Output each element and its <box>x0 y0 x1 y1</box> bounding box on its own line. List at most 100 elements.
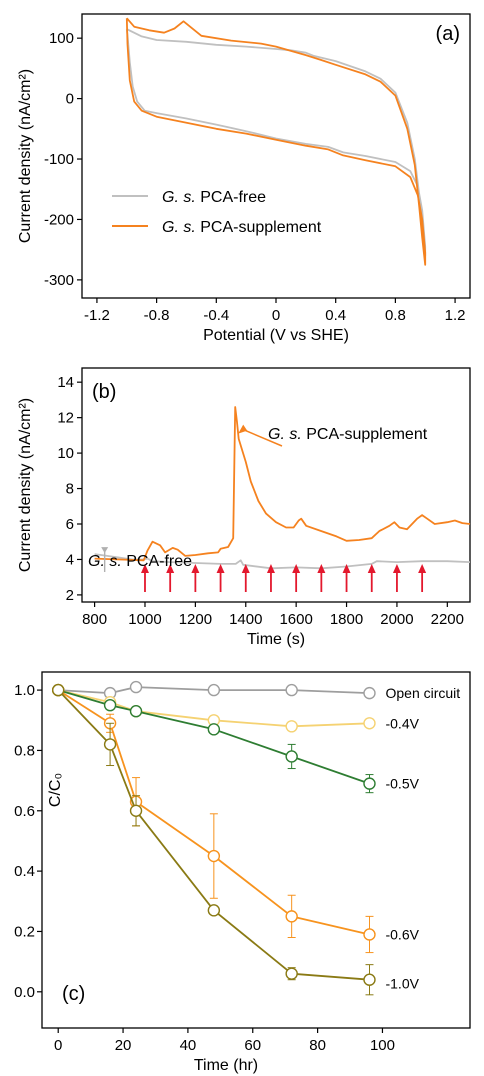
series-label: G. s. PCA-free <box>162 189 266 206</box>
data-point <box>129 804 143 817</box>
data-point <box>363 973 376 986</box>
series-label: Open circuit <box>385 685 460 701</box>
injection-arrows <box>140 564 427 592</box>
x-tick-label: 1600 <box>279 611 312 628</box>
panel-label: (c) <box>62 983 85 1005</box>
injection-arrow-head <box>216 564 225 573</box>
x-tick-label: 1000 <box>128 611 161 628</box>
data-point <box>207 849 221 863</box>
series-2: -0.5V <box>52 683 420 794</box>
injection-arrow-head <box>342 564 351 573</box>
x-tick-label: 0 <box>54 1037 62 1054</box>
x-tick-label: 1400 <box>229 611 262 628</box>
x-tick-label: 1200 <box>179 611 212 628</box>
y-axis-title: Current density (nA/cm²) <box>17 69 34 243</box>
panel-label: (a) <box>436 23 460 45</box>
series-label: G. s. PCA-supplement <box>268 426 428 443</box>
y-tick-label: 0.0 <box>14 984 35 1001</box>
x-tick-label: 1.2 <box>445 307 466 324</box>
x-tick-label: 1800 <box>330 611 363 628</box>
x-axis-title: Time (s) <box>247 631 305 648</box>
series-line <box>58 686 370 694</box>
legend: G. s. PCA-free G. s. PCA-supplement <box>112 189 322 236</box>
injection-arrow-head <box>392 564 401 573</box>
x-tick-label: 40 <box>180 1037 197 1054</box>
x-tick-label: 100 <box>370 1037 395 1054</box>
annotation-arrow-head <box>101 547 109 554</box>
data-point <box>363 928 376 941</box>
trace-1 <box>94 406 471 562</box>
x-tick-label: -0.4 <box>203 307 229 324</box>
plot-frame <box>41 671 471 1029</box>
y-tick-label: 6 <box>66 516 74 533</box>
y-tick-label: 100 <box>49 30 74 47</box>
injection-arrow-head <box>140 564 149 573</box>
annotation-arrow-head <box>238 424 248 434</box>
x-tick-label: 80 <box>309 1037 326 1054</box>
x-axis-title: Time (hr) <box>194 1057 258 1074</box>
annotation-arrow <box>242 428 283 447</box>
y-tick-label: -300 <box>44 272 74 289</box>
panel-1: 800 1000 1200 1400 1600 1800 2000 2200 2 4 6 8 10 12 1… <box>17 367 471 648</box>
data-point <box>285 720 298 733</box>
y-tick-label: 14 <box>57 374 74 391</box>
data-point <box>129 680 143 694</box>
data-point <box>285 750 298 763</box>
cv-curve-1 <box>125 17 427 266</box>
series-label: G. s. PCA-supplement <box>162 219 322 236</box>
injection-arrow-head <box>367 564 376 573</box>
series-label: G. s. PCA-free <box>88 553 192 570</box>
x-tick-label: 20 <box>115 1037 132 1054</box>
data-point <box>363 686 376 700</box>
x-tick-label: -1.2 <box>84 307 110 324</box>
data-point <box>103 698 117 712</box>
plot-frame <box>81 13 471 299</box>
data-point <box>103 738 117 751</box>
y-tick-label: 0.2 <box>14 923 35 940</box>
injection-arrow-head <box>166 564 175 573</box>
x-tick-label: 0.4 <box>325 307 346 324</box>
y-tick-label: 1.0 <box>14 682 35 699</box>
data-point <box>207 723 221 736</box>
x-tick-label: 2200 <box>431 611 464 628</box>
series-line <box>57 689 370 785</box>
y-tick-label: -100 <box>44 151 74 168</box>
y-tick-label: 0.8 <box>14 742 35 759</box>
y-tick-label: 4 <box>66 551 74 568</box>
data-point <box>207 683 221 697</box>
y-axis-title: C/C₀ <box>47 773 64 807</box>
x-tick-label: 0.8 <box>385 307 406 324</box>
series-label: -0.5V <box>385 776 419 792</box>
series-label: -1.0V <box>385 976 419 992</box>
data-point <box>207 904 221 917</box>
data-point <box>363 777 376 790</box>
injection-arrow-head <box>241 564 250 573</box>
x-tick-label: -0.8 <box>144 307 170 324</box>
x-tick-label: 2000 <box>380 611 413 628</box>
y-tick-label: -200 <box>44 211 74 228</box>
injection-arrow-head <box>317 564 326 573</box>
panel-label: (b) <box>92 381 116 403</box>
data-point <box>285 967 298 980</box>
series-line <box>57 689 370 981</box>
y-tick-label: 0.4 <box>14 863 35 880</box>
plot-frame <box>81 367 471 603</box>
injection-arrow-head <box>418 564 427 573</box>
series-label: -0.6V <box>385 926 419 942</box>
y-tick-label: 12 <box>57 410 74 427</box>
panel-0: -1.2 -0.8 -0.4 0 0.4 0.8 1.2 100 0 -100 -200 -300 Po… <box>17 13 471 344</box>
y-tick-label: 10 <box>57 445 74 462</box>
series-line <box>57 689 370 936</box>
y-tick-label: 8 <box>66 481 74 498</box>
y-axis-title: Current density (nA/cm²) <box>17 398 34 572</box>
data-point <box>285 683 298 697</box>
x-tick-label: 800 <box>82 611 107 628</box>
x-tick-label: 60 <box>244 1037 261 1054</box>
data-point <box>285 910 298 923</box>
series-line <box>57 689 370 728</box>
injection-arrow-head <box>292 564 301 573</box>
x-axis-title: Potential (V vs SHE) <box>203 327 349 344</box>
y-tick-label: 2 <box>66 587 74 604</box>
y-tick-label: 0 <box>66 91 74 108</box>
